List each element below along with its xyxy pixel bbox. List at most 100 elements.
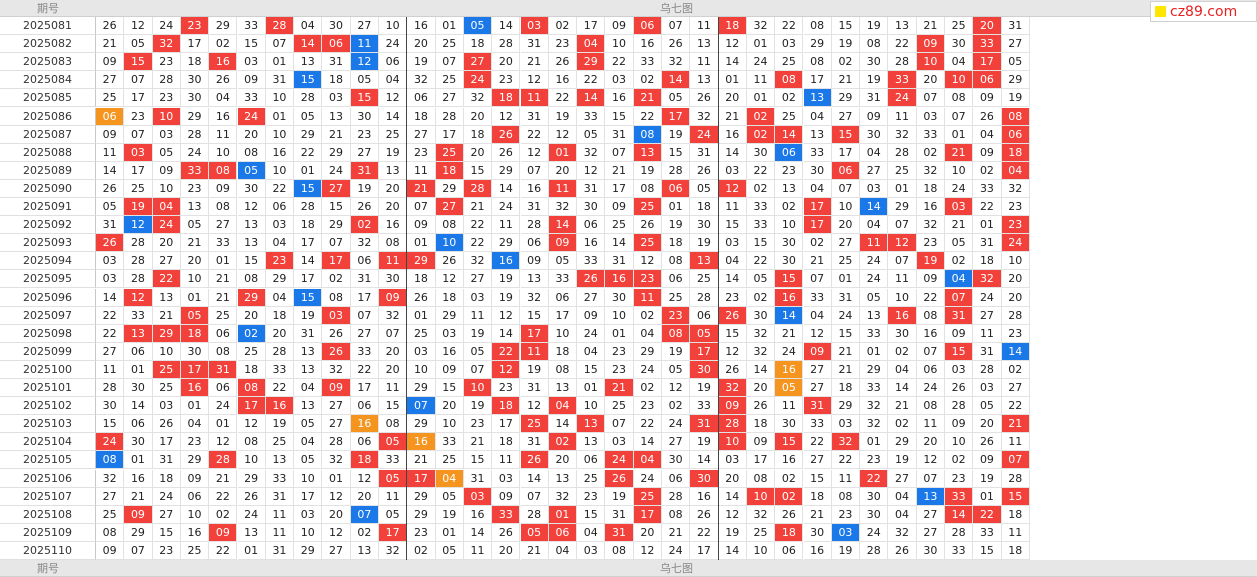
number-cell: 01 xyxy=(435,523,464,542)
period-cell: 2025090 xyxy=(0,179,96,198)
hit-cell: 08 xyxy=(775,71,804,90)
number-cell: 29 xyxy=(294,125,323,144)
number-cell: 17 xyxy=(831,143,861,162)
hit-cell: 11 xyxy=(350,35,379,54)
hit-cell: 14 xyxy=(294,35,323,54)
number-cell: 33 xyxy=(577,107,606,126)
hit-cell: 16 xyxy=(775,360,804,379)
hit-cell: 21 xyxy=(945,143,974,162)
number-cell: 23 xyxy=(492,379,521,398)
number-cell: 32 xyxy=(746,17,776,36)
hit-cell: 04 xyxy=(152,198,181,217)
number-cell: 21 xyxy=(180,234,210,253)
hit-cell: 03 xyxy=(831,523,861,542)
number-cell: 32 xyxy=(463,89,493,108)
number-cell: 25 xyxy=(888,161,917,180)
number-cell: 08 xyxy=(237,433,266,452)
number-cell: 02 xyxy=(350,523,379,542)
site-badge[interactable]: cz89.com xyxy=(1150,1,1257,22)
number-cell: 22 xyxy=(350,360,379,379)
number-cell: 28 xyxy=(96,379,125,398)
number-cell: 01 xyxy=(973,216,1002,235)
hit-cell: 31 xyxy=(803,397,832,416)
period-cell: 2025100 xyxy=(0,360,96,379)
number-cell: 09 xyxy=(492,487,521,506)
number-cell: 30 xyxy=(775,415,804,434)
number-cell: 02 xyxy=(746,288,776,307)
hit-cell: 06 xyxy=(96,107,125,126)
number-cell: 17 xyxy=(294,234,323,253)
number-cell: 27 xyxy=(662,433,691,452)
hit-cell: 15 xyxy=(294,71,323,90)
number-cell: 32 xyxy=(916,216,945,235)
number-cell: 32 xyxy=(322,451,351,470)
number-cell: 05 xyxy=(945,234,974,253)
number-cell: 19 xyxy=(492,270,521,289)
number-cell: 31 xyxy=(520,107,549,126)
number-cell: 15 xyxy=(803,469,832,488)
hit-cell: 13 xyxy=(577,415,606,434)
number-cell: 07 xyxy=(916,469,945,488)
number-cell: 18 xyxy=(831,379,861,398)
hit-cell: 22 xyxy=(973,505,1002,524)
hit-cell: 16 xyxy=(775,288,804,307)
number-cell: 32 xyxy=(379,306,408,325)
number-cell: 06 xyxy=(124,415,153,434)
hit-cell: 26 xyxy=(520,451,549,470)
number-cell: 27 xyxy=(350,143,379,162)
number-cell: 30 xyxy=(96,397,125,416)
number-cell: 13 xyxy=(520,270,549,289)
number-cell: 13 xyxy=(775,179,804,198)
number-cell: 04 xyxy=(803,306,832,325)
number-cell: 09 xyxy=(152,161,181,180)
number-cell: 10 xyxy=(294,469,323,488)
number-cell: 23 xyxy=(152,541,181,560)
hit-cell: 25 xyxy=(633,234,662,253)
number-cell: 11 xyxy=(407,161,436,180)
number-cell: 08 xyxy=(96,523,125,542)
number-cell: 16 xyxy=(124,469,153,488)
period-cell: 2025105 xyxy=(0,451,96,470)
number-cell: 07 xyxy=(435,53,464,72)
hit-cell: 03 xyxy=(322,306,351,325)
number-cell: 24 xyxy=(860,252,889,271)
number-cell: 04 xyxy=(209,89,238,108)
number-cell: 02 xyxy=(831,53,861,72)
hit-cell: 12 xyxy=(888,234,917,253)
number-cell: 03 xyxy=(294,505,323,524)
number-cell: 28 xyxy=(520,505,549,524)
number-cell: 29 xyxy=(407,505,436,524)
number-cell: 12 xyxy=(520,397,549,416)
number-cell: 11 xyxy=(888,107,917,126)
hit-cell: 13 xyxy=(690,252,719,271)
hit-cell: 13 xyxy=(803,89,832,108)
number-cell: 32 xyxy=(548,198,578,217)
number-cell: 23 xyxy=(718,288,747,307)
number-cell: 08 xyxy=(916,397,945,416)
number-cell: 21 xyxy=(463,198,493,217)
number-cell: 22 xyxy=(520,125,549,144)
number-cell: 18 xyxy=(180,53,210,72)
number-cell: 01 xyxy=(435,17,464,36)
hit-cell: 10 xyxy=(916,53,945,72)
number-cell: 26 xyxy=(407,288,436,307)
hit-cell: 06 xyxy=(662,179,691,198)
number-cell: 12 xyxy=(633,541,662,560)
period-cell: 2025086 xyxy=(0,107,96,126)
number-cell: 19 xyxy=(860,71,889,90)
number-cell: 12 xyxy=(209,433,238,452)
number-cell: 12 xyxy=(237,415,266,434)
hit-cell: 24 xyxy=(888,89,917,108)
number-cell: 21 xyxy=(520,53,549,72)
number-cell: 21 xyxy=(322,125,351,144)
number-cell: 16 xyxy=(180,523,210,542)
number-cell: 19 xyxy=(831,35,861,54)
number-cell: 27 xyxy=(322,397,351,416)
number-cell: 27 xyxy=(96,342,125,361)
number-cell: 24 xyxy=(152,487,181,506)
number-cell: 22 xyxy=(209,487,238,506)
number-cell: 31 xyxy=(605,125,634,144)
number-cell: 08 xyxy=(662,252,691,271)
number-cell: 30 xyxy=(916,541,945,560)
number-cell: 30 xyxy=(860,505,889,524)
